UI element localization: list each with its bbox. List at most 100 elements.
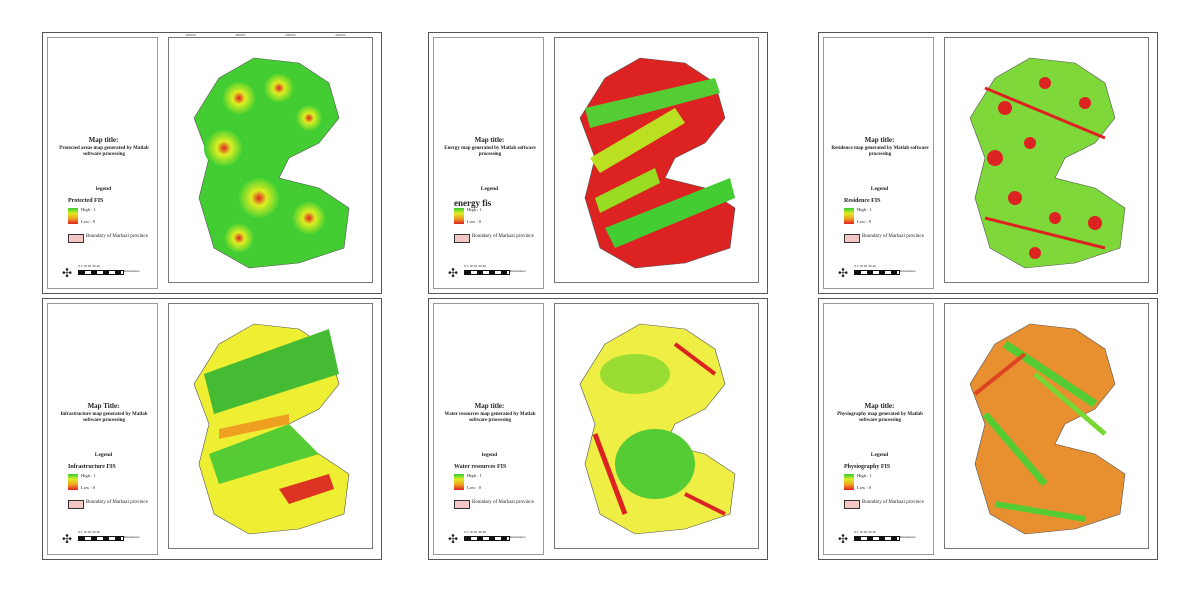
scale-unit: Kilometers [124,269,140,273]
fis-label: Residence FIS [844,198,881,204]
map-panel-water: Map title: Water resources map generated… [428,298,768,560]
high-label: High : 1 [467,207,482,212]
map-water [579,323,736,535]
map-frame [554,37,759,283]
map-residence [969,57,1126,269]
map-panel-physiography: Map title: Physiography map generated by… [818,298,1158,560]
legend-label: Legend [870,452,889,458]
map-title-label: Map title: [864,402,895,410]
map-frame: 320000 360000 400000 440000 [168,33,373,283]
scale-unit: Kilometers [124,535,140,539]
fis-label: Protected FIS [68,198,104,204]
boundary-label: Boundary of Markazi province [472,500,534,505]
scale-numbers: 0 5 10 20 30 40 [78,264,100,268]
map-title-text: Residence map generated by Matlab softwa… [831,146,929,157]
map-title-label: Map title: [864,136,895,144]
legend-label: legend [95,186,112,192]
boundary-swatch [68,234,84,243]
scale-bar [854,270,900,275]
boundary-label: Boundary of Markazi province [472,234,534,239]
legend-column: Map title: Protected areas map generated… [47,37,158,289]
legend-column: Map title: Energy map generated by Matla… [433,37,544,289]
boundary-swatch [454,500,470,509]
boundary-swatch [844,234,860,243]
boundary-swatch [844,500,860,509]
fis-label: energy fis [454,198,492,208]
scale-numbers: 0 5 10 20 30 40 [78,530,100,534]
north-arrow-icon: ✣ [448,266,459,280]
map-panel-residence: Map title: Residence map generated by Ma… [818,32,1158,294]
color-ramp [454,474,464,490]
north-arrow-icon: ✣ [838,266,849,280]
high-label: High : 1 [467,473,482,478]
x-tick: 440000 [335,33,346,37]
low-label: Low : 0 [81,485,95,490]
north-arrow-icon: ✣ [448,532,459,546]
low-label: Low : 0 [857,485,871,490]
north-arrow-icon: ✣ [62,532,73,546]
scale-numbers: 0 5 10 20 30 40 [854,530,876,534]
map-frame [168,303,373,549]
color-ramp [844,208,854,224]
x-tick: 360000 [235,33,246,37]
map-title-text: Physiography map generated by Matlab sof… [837,412,923,423]
fis-label: Water resources FIS [454,464,507,470]
legend-column: Map Title: Infrastructure map generated … [47,303,158,555]
map-title-text: Protected areas map generated by Matlab … [59,146,149,157]
map-title-label: Map title: [474,402,505,410]
low-label: Low : 0 [467,219,481,224]
legend-label: Legend [870,186,889,192]
map-panel-energy: Map title: Energy map generated by Matla… [428,32,768,294]
scale-unit: Kilometers [510,535,526,539]
scale-numbers: 0 5 10 20 30 40 [464,264,486,268]
map-frame [944,37,1149,283]
boundary-label: Boundary of Markazi province [86,500,148,505]
map-physiography [969,323,1126,535]
map-panel-infrastructure: Map Title: Infrastructure map generated … [42,298,382,560]
fis-label: Infrastructure FIS [68,464,116,470]
high-label: High : 1 [857,473,872,478]
boundary-label: Boundary of Markazi province [862,500,924,505]
map-title-text: Infrastructure map generated by Matlab s… [60,412,148,423]
low-label: Low : 0 [857,219,871,224]
legend-label: Legend [480,186,499,192]
legend-label: Legend [94,452,113,458]
boundary-swatch [454,234,470,243]
map-frame [554,303,759,549]
legend-column: Map title: Water resources map generated… [433,303,544,555]
scale-bar [464,270,510,275]
map-protected [193,57,350,269]
low-label: Low : 0 [467,485,481,490]
color-ramp [844,474,854,490]
scale-bar [78,536,124,541]
map-frame [944,303,1149,549]
color-ramp [68,208,78,224]
scale-bar [464,536,510,541]
color-ramp [454,208,464,224]
north-arrow-icon: ✣ [838,532,849,546]
boundary-swatch [68,500,84,509]
scale-unit: Kilometers [900,535,916,539]
map-energy [579,57,736,269]
scale-unit: Kilometers [510,269,526,273]
scale-bar [78,270,124,275]
boundary-label: Boundary of Markazi province [86,234,148,239]
map-title-text: Energy map generated by Matlab software … [444,146,536,157]
legend-column: Map title: Physiography map generated by… [823,303,934,555]
scale-bar [854,536,900,541]
high-label: High : 1 [81,473,96,478]
color-ramp [68,474,78,490]
scale-numbers: 0 5 10 20 30 40 [464,530,486,534]
map-title-label: Map title: [474,136,505,144]
high-label: High : 1 [81,207,96,212]
high-label: High : 1 [857,207,872,212]
boundary-label: Boundary of Markazi province [862,234,924,239]
scale-unit: Kilometers [900,269,916,273]
x-tick: 320000 [185,33,196,37]
fis-label: Physiography FIS [844,464,891,470]
x-tick: 400000 [285,33,296,37]
map-title-text: Water resources map generated by Matlab … [444,412,536,423]
map-title-label: Map title: [88,136,119,144]
north-arrow-icon: ✣ [62,266,73,280]
legend-label: legend [481,452,498,458]
